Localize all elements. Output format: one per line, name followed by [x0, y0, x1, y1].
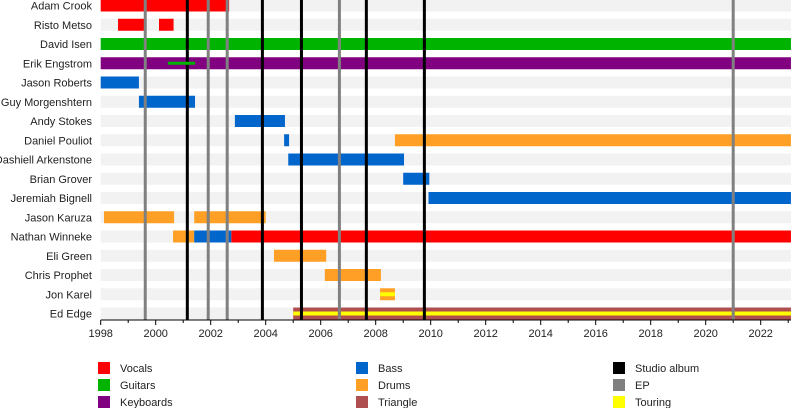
member-label: Daniel Pouliot	[24, 135, 92, 147]
member-label: Ed Edge	[50, 309, 92, 321]
bar-drums	[394, 134, 791, 147]
bar-thin-guitars	[167, 61, 196, 65]
x-tick-label: 2008	[363, 328, 387, 340]
bar-bass	[284, 134, 290, 147]
x-tick-label: 2002	[198, 328, 222, 340]
x-tick-label: 2016	[583, 328, 607, 340]
legend-label: Studio album	[635, 363, 699, 375]
legend-label: Keyboards	[120, 397, 173, 408]
bar-guitars	[100, 38, 791, 50]
legend-label: Bass	[378, 363, 403, 375]
row-band	[100, 0, 791, 12]
x-tick-label: 2012	[473, 328, 497, 340]
row-band	[100, 269, 791, 281]
row-band	[100, 288, 791, 301]
bar-vocals	[100, 0, 230, 12]
row-band	[100, 172, 791, 185]
x-tick-label: 2006	[308, 328, 332, 340]
touring-stripe	[293, 311, 791, 316]
bar-drums	[194, 211, 266, 224]
bar-bass	[138, 95, 196, 108]
member-label: Nathan Winneke	[11, 232, 92, 244]
member-label: Andy Stokes	[30, 116, 92, 128]
legend-swatch-drums	[356, 379, 368, 391]
legend-label: Drums	[378, 380, 411, 392]
x-tick-label: 2014	[528, 328, 552, 340]
member-label: Chris Prophet	[25, 270, 92, 282]
row-band	[100, 95, 791, 108]
legend-swatch-touring	[613, 396, 625, 408]
x-tick-label: 2018	[638, 328, 662, 340]
row-band	[100, 249, 791, 262]
bar-bass	[234, 115, 285, 127]
bar-bass	[288, 153, 405, 166]
member-label: David Isen	[40, 39, 92, 51]
row-band	[100, 18, 791, 31]
bar-bass	[403, 172, 430, 185]
member-label: Jeremiah Bignell	[11, 193, 92, 205]
x-tick-label: 2000	[143, 328, 167, 340]
legend-swatch-guitars	[98, 379, 110, 391]
member-label: Risto Metso	[34, 20, 92, 32]
x-tick-label: 2010	[418, 328, 442, 340]
bar-drums	[104, 211, 175, 224]
bar-drums	[324, 269, 381, 281]
bar-bass	[194, 230, 232, 243]
x-tick-label: 2020	[693, 328, 717, 340]
legend-label: Vocals	[120, 363, 153, 375]
member-label: Erik Engstrom	[23, 58, 92, 70]
row-band	[100, 76, 791, 89]
x-tick-label: 1998	[88, 328, 112, 340]
member-label: Jon Karel	[46, 289, 92, 301]
legend-label: Triangle	[378, 397, 417, 408]
member-label: Eli Green	[46, 251, 92, 263]
member-label: Guy Morgenshtern	[1, 97, 92, 109]
legend-label: Touring	[635, 397, 671, 408]
x-tick-label: 2004	[253, 328, 277, 340]
legend-swatch-triangle	[356, 396, 368, 408]
bar-vocals	[231, 230, 791, 243]
x-tick-label: 2022	[748, 328, 772, 340]
legend-label: Guitars	[120, 380, 156, 392]
bar-bass	[428, 192, 791, 204]
row-band	[100, 115, 791, 127]
member-label: Dashiell Arkenstone	[0, 155, 92, 167]
bar-drums	[173, 230, 195, 243]
legend-swatch-vocals	[98, 362, 110, 374]
legend-swatch-ep	[613, 379, 625, 391]
touring-stripe	[380, 292, 395, 297]
row-band	[100, 153, 791, 166]
legend-swatch-keyboards	[98, 396, 110, 408]
legend-label: EP	[635, 380, 650, 392]
legend-swatch-studio-album	[613, 362, 625, 374]
bar-vocals	[159, 18, 174, 31]
member-label: Jason Roberts	[21, 78, 92, 90]
member-label: Adam Crook	[31, 1, 93, 13]
bar-bass	[100, 76, 139, 89]
bar-vocals	[118, 18, 146, 31]
bar-keyboards	[100, 57, 791, 70]
member-label: Brian Grover	[30, 174, 93, 186]
legend-swatch-bass	[356, 362, 368, 374]
member-label: Jason Karuza	[25, 212, 93, 224]
row-band	[100, 211, 791, 224]
